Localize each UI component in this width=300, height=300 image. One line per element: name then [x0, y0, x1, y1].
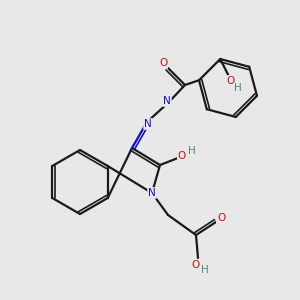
Text: O: O — [191, 260, 199, 270]
Text: H: H — [188, 146, 196, 156]
Text: N: N — [163, 96, 171, 106]
Text: O: O — [178, 151, 186, 161]
Text: N: N — [144, 119, 152, 129]
Text: O: O — [159, 58, 167, 68]
Text: O: O — [217, 213, 225, 223]
Text: H: H — [234, 83, 242, 93]
Text: H: H — [201, 265, 209, 275]
Text: N: N — [148, 188, 156, 198]
Text: O: O — [226, 76, 234, 86]
